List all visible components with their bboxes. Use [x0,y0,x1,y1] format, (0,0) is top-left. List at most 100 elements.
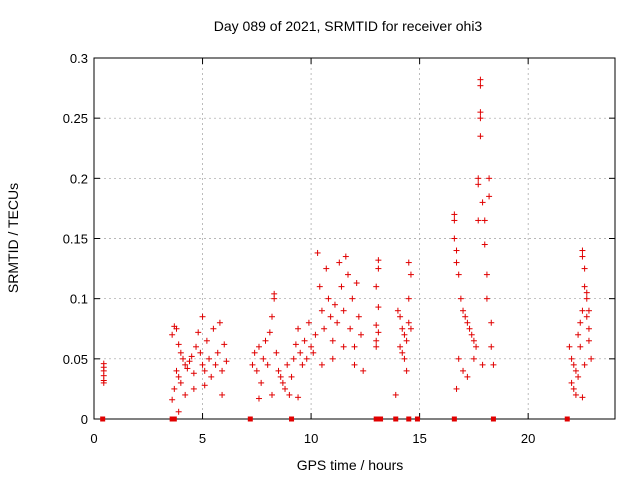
data-point [171,385,178,392]
data-point [219,391,226,398]
data-point [585,337,592,344]
data-point [477,82,484,89]
data-point [340,307,347,314]
data-point [407,271,414,278]
data-point [175,373,182,380]
data-point [477,115,484,122]
data-point [481,241,488,248]
data-point [479,361,486,368]
data-point [373,337,380,344]
data-point [180,355,187,362]
data-point [284,361,291,368]
x-tick-label: 20 [521,431,535,446]
data-point [585,325,592,332]
data-point [264,361,271,368]
data-point [177,349,184,356]
data-point [260,355,267,362]
data-point [358,331,365,338]
data-point [190,385,197,392]
data-point [581,283,588,290]
data-point [175,341,182,348]
data-point [566,343,573,350]
data-point [253,367,260,374]
data-point [583,289,590,296]
data-point [475,217,482,224]
data-point [455,355,462,362]
data-point [273,349,280,356]
data-point [351,343,358,350]
data-point [373,322,380,329]
data-point [299,361,306,368]
data-point [575,331,582,338]
x-tick-label: 10 [304,431,318,446]
y-tick-label: 0.3 [70,51,88,66]
data-point [201,367,208,374]
data-point [279,379,286,386]
y-tick-label: 0.1 [70,292,88,307]
data-point [462,313,469,320]
data-point [468,331,475,338]
data-point [399,325,406,332]
data-point [405,295,412,302]
data-point [210,325,217,332]
data-point [460,307,467,314]
data-point [583,295,590,302]
data-point [399,349,406,356]
data-point [221,341,228,348]
data-point [477,76,484,83]
chart-title: Day 089 of 2021, SRMTID for receiver ohi… [214,18,483,34]
data-point [325,295,332,302]
data-point [312,331,319,338]
data-point [266,329,273,336]
data-point [186,358,193,365]
data-point [288,373,295,380]
data-point [290,355,297,362]
zero-marker [247,416,253,422]
data-point [483,295,490,302]
data-point [581,361,588,368]
data-point [314,249,321,256]
data-point [568,379,575,386]
data-point [475,175,482,182]
data-point [223,358,230,365]
data-point [351,361,358,368]
zero-marker [564,416,570,422]
data-point [269,391,276,398]
data-point [401,355,408,362]
data-point [214,349,221,356]
data-point [581,265,588,272]
data-point [490,361,497,368]
data-point [375,257,382,264]
y-axis-label: SRMTID / TECUs [5,183,21,293]
data-point [321,325,328,332]
data-point [579,394,586,401]
data-point [169,396,176,403]
data-point [460,367,467,374]
data-point [570,361,577,368]
data-point [375,304,382,311]
data-point [353,280,360,287]
data-point [258,379,265,386]
zero-marker [393,416,399,422]
data-point [588,355,595,362]
data-point [251,349,258,356]
data-point [451,235,458,242]
x-axis-label: GPS time / hours [297,457,404,473]
data-point [453,259,460,266]
data-point [175,408,182,415]
data-point [318,361,325,368]
data-point [475,181,482,188]
x-tick-label: 15 [412,431,426,446]
data-point [394,307,401,314]
zero-marker [414,416,420,422]
data-point [336,259,343,266]
data-point [342,253,349,260]
data-point [182,391,189,398]
data-point [397,313,404,320]
data-point [572,391,579,398]
data-point [173,325,180,332]
data-point [184,365,191,372]
data-point [316,283,323,290]
x-tick-label: 5 [199,431,206,446]
data-point [477,109,484,116]
